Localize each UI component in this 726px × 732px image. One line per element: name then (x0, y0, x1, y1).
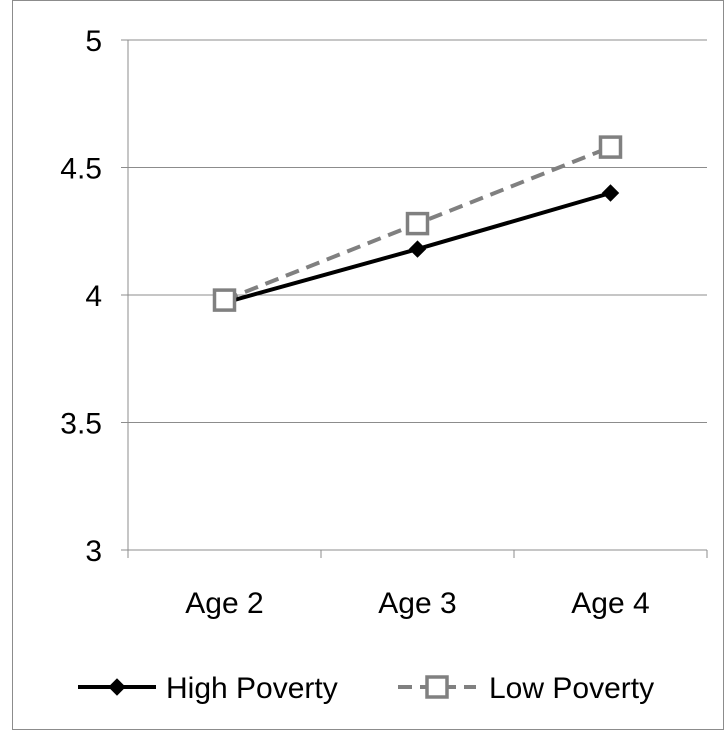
data-point-diamond (108, 678, 126, 696)
legend-label: Low Poverty (489, 672, 654, 705)
x-tick-label: Age 2 (185, 587, 263, 620)
series (212, 135, 623, 312)
series-low-poverty (212, 135, 623, 312)
legend-item-low-poverty: Low Poverty (398, 672, 654, 705)
data-point-square (598, 135, 623, 159)
data-point-diamond (601, 184, 620, 202)
y-tick-label: 4 (85, 280, 102, 313)
x-tick-label: Age 4 (571, 587, 649, 620)
x-tick-label: Age 3 (378, 587, 456, 620)
data-point-square (212, 288, 237, 312)
legend: High Poverty Low Poverty (78, 672, 654, 705)
data-point-square (405, 211, 430, 236)
data-point-square (425, 675, 449, 699)
y-tick-label: 3 (85, 535, 102, 568)
y-tick-label: 3.5 (60, 408, 102, 441)
series-high-poverty (215, 184, 620, 312)
chart-frame (12, 0, 724, 730)
legend-label: High Poverty (166, 672, 338, 705)
legend-item-high-poverty: High Poverty (78, 672, 338, 705)
y-tick-label: 4.5 (60, 153, 102, 186)
axes: 3 3.5 4 4.5 5 Age 2 Age 3 Age 4 (60, 25, 708, 620)
y-tick-label: 5 (85, 25, 102, 58)
data-point-diamond (408, 240, 427, 258)
